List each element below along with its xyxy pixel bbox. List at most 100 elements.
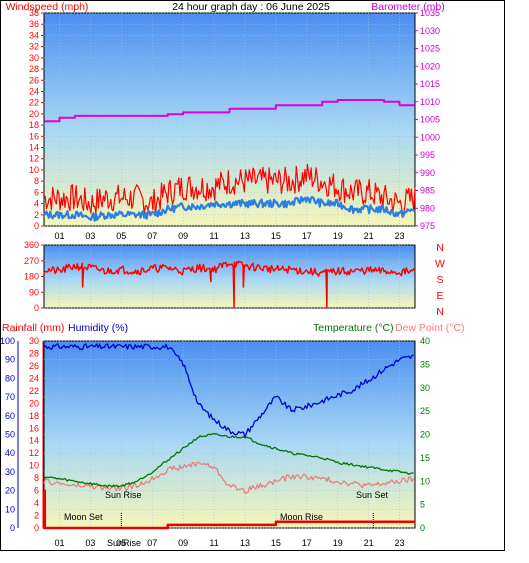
rainfall-line	[42, 489, 415, 530]
rainfall-axis-tick: 24	[29, 373, 39, 383]
humidity-axis-tick: 100	[1, 336, 15, 346]
windspeed-axis-tick: 28	[29, 64, 39, 74]
wind-hour-label: 13	[240, 231, 250, 241]
windspeed-axis-tick: 14	[29, 143, 39, 153]
sunrise-axis-marker: SunRise	[107, 538, 141, 548]
humidity-axis-tick: 90	[5, 355, 15, 365]
wind-hour-label: 05	[116, 231, 126, 241]
windspeed-axis-tick: 4	[34, 199, 39, 209]
direction-axis-tick: 360	[24, 240, 39, 250]
rainfall-axis-tick: 12	[29, 448, 39, 458]
wind-hour-label: 19	[333, 231, 343, 241]
barometer-axis-tick: 1020	[420, 61, 440, 71]
temperature-axis-tick: 30	[420, 383, 430, 393]
direction-axis-tick: 180	[24, 272, 39, 282]
dewpoint-label: Dew Point (°C)	[395, 322, 465, 334]
windspeed-axis-tick: 8	[34, 176, 39, 186]
temperature-label: Temperature (°C)	[313, 322, 394, 334]
humidity-axis-tick: 70	[5, 392, 15, 402]
humidity-axis-tick: 60	[5, 411, 15, 421]
windspeed-axis-tick: 18	[29, 120, 39, 130]
barometer-axis-tick: 1005	[420, 115, 440, 125]
direction-panel	[43, 244, 416, 309]
moon-set-label: Moon Set	[64, 512, 103, 522]
wind-hour-label: 09	[178, 231, 188, 241]
temperature-hour-label: 23	[395, 538, 405, 548]
sun-set-label: Sun Set	[356, 490, 389, 500]
temperature-axis-tick: 40	[420, 336, 430, 346]
barometer-line	[44, 99, 415, 123]
humidity-axis-tick: 50	[5, 430, 15, 440]
windspeed-axis-tick: 30	[29, 53, 39, 63]
barometer-label: Barometer (mb)	[371, 1, 445, 13]
windspeed-axis-tick: 38	[29, 8, 39, 18]
temperature-hour-label: 07	[147, 538, 157, 548]
wind-hour-label: 17	[302, 231, 312, 241]
rainfall-axis-tick: 30	[29, 336, 39, 346]
rainfall-axis-tick: 10	[29, 461, 39, 471]
temperature-axis-tick: 20	[420, 430, 430, 440]
windspeed-axis-tick: 32	[29, 42, 39, 52]
weather-graph: Windspeed (mph) 24 hour graph day : 06 J…	[1, 1, 465, 548]
rainfall-label: Rainfall (mm)	[2, 322, 64, 334]
rainfall-axis-tick: 6	[34, 486, 39, 496]
temperature-axis-tick: 25	[420, 406, 430, 416]
rainfall-axis-tick: 16	[29, 423, 39, 433]
humidity-axis-tick: 40	[5, 448, 15, 458]
windspeed-axis-tick: 0	[34, 221, 39, 231]
temperature-axis-tick: 5	[420, 500, 425, 510]
wind-direction-line	[43, 260, 416, 309]
temperature-hour-label: 17	[302, 538, 312, 548]
temperature-hour-label: 11	[209, 538, 218, 548]
windspeed-axis-tick: 10	[29, 165, 39, 175]
direction-axis-tick: 90	[29, 287, 39, 297]
wind-average-line	[43, 195, 416, 222]
compass-n-bottom: N	[436, 306, 444, 318]
temperature-hour-label: 09	[178, 538, 188, 548]
humidity-axis-tick: 80	[5, 373, 15, 383]
moon-rise-label: Moon Rise	[280, 512, 323, 522]
windspeed-axis-tick: 22	[29, 98, 39, 108]
wind-hour-label: 07	[147, 231, 157, 241]
wind-hour-label: 23	[395, 231, 405, 241]
temperature-hour-label: 05	[116, 538, 126, 548]
rainfall-axis-tick: 4	[34, 498, 39, 508]
temperature-axis-tick: 10	[420, 476, 430, 486]
rainfall-axis-tick: 20	[29, 398, 39, 408]
barometer-axis-tick: 1000	[420, 132, 440, 142]
rainfall-axis-tick: 8	[34, 473, 39, 483]
windspeed-axis-tick: 36	[29, 19, 39, 29]
barometer-axis-tick: 1015	[420, 79, 440, 89]
humidity-label: Humidity (%)	[68, 322, 128, 334]
barometer-axis-tick: 1025	[420, 44, 440, 54]
humidity-axis-tick: 20	[5, 486, 15, 496]
barometer-axis-tick: 1010	[420, 97, 440, 107]
temperature-line	[43, 433, 414, 488]
humidity-axis-tick: 30	[5, 467, 15, 477]
wind-hour-label: 21	[364, 231, 374, 241]
temperature-hour-label: 01	[54, 538, 64, 548]
windspeed-axis-tick: 2	[34, 210, 39, 220]
rainfall-axis-tick: 28	[29, 348, 39, 358]
compass-e: E	[436, 290, 443, 302]
temperature-axis-tick: 0	[420, 523, 425, 533]
rainfall-axis-tick: 2	[34, 511, 39, 521]
chart-title: 24 hour graph day : 06 June 2025	[172, 1, 330, 13]
compass-w: W	[435, 258, 445, 270]
rainfall-axis-tick: 0	[34, 523, 39, 533]
wind-hour-label: 01	[54, 231, 64, 241]
barometer-axis-tick: 975	[420, 221, 435, 231]
humidity-axis-tick: 0	[10, 523, 15, 533]
barometer-axis-tick: 990	[420, 168, 435, 178]
direction-axis-tick: 0	[34, 303, 39, 313]
compass-n-top: N	[436, 242, 444, 254]
wind-hour-label: 15	[271, 231, 281, 241]
humidity-line	[43, 343, 414, 438]
temperature-hour-label: 15	[271, 538, 281, 548]
barometer-axis-tick: 980	[420, 203, 435, 213]
barometer-axis-tick: 995	[420, 150, 435, 160]
windspeed-axis-tick: 34	[29, 30, 39, 40]
windspeed-axis-tick: 24	[29, 86, 39, 96]
wind-hour-label: 03	[85, 231, 95, 241]
rainfall-axis-tick: 14	[29, 436, 39, 446]
